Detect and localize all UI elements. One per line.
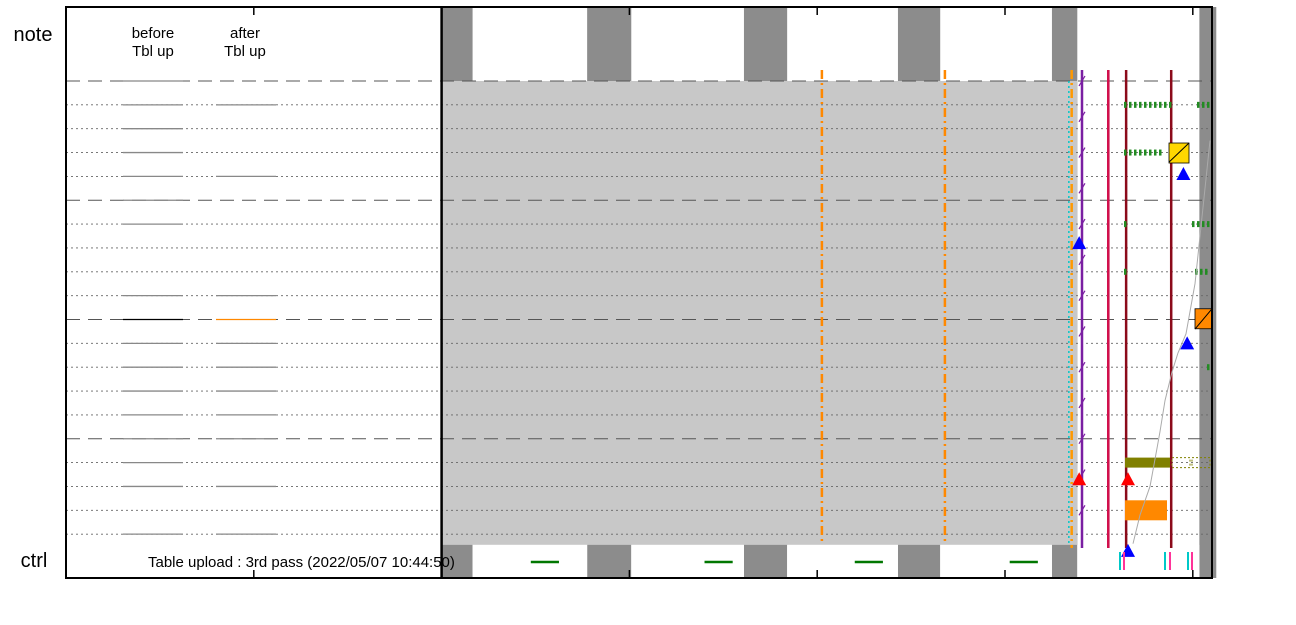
obsv-tick <box>1078 433 1086 445</box>
note-header: note <box>14 24 53 46</box>
orbit-trace <box>1132 140 1211 544</box>
ctrl-upload-text: Table upload : 3rd pass (2022/05/07 10:4… <box>148 554 455 571</box>
obsv-tick <box>1078 111 1086 123</box>
program-block-row4-outline <box>1191 457 1211 469</box>
event-marker-triangle <box>1121 472 1136 486</box>
obsv-tick <box>1078 326 1086 337</box>
filter-usage-tick <box>1197 101 1200 108</box>
night-period <box>1199 7 1217 578</box>
filter-usage-tick <box>1197 221 1200 228</box>
filter-usage-tick <box>1207 364 1210 371</box>
filter-usage-tick <box>1202 221 1205 228</box>
filter-usage-tick <box>1149 101 1152 108</box>
filter-usage-tick <box>1124 149 1127 156</box>
filter-usage-tick <box>1192 221 1195 228</box>
obsv-tick <box>1078 147 1086 158</box>
text-layer: note before Tbl up after Tbl up ctrl Tab… <box>14 24 455 572</box>
obsv-tick <box>1078 504 1086 516</box>
after-header-line2: Tbl up <box>224 43 266 60</box>
filter-usage-tick <box>1154 101 1157 108</box>
event-marker-triangle <box>1180 336 1195 350</box>
filter-usage-tick <box>1129 101 1132 108</box>
obsv-tick <box>1078 397 1086 409</box>
ctrl-day-strip <box>472 544 588 578</box>
filter-usage-tick <box>1169 101 1172 108</box>
obsv-tick <box>1078 361 1086 373</box>
filter-usage-tick <box>1124 221 1127 228</box>
filter-usage-tick <box>1202 101 1205 108</box>
filter-usage-tick <box>1134 101 1137 108</box>
filter-usage-tick <box>1124 101 1127 108</box>
filter-usage-tick <box>1144 101 1147 108</box>
filter-usage-tick <box>1124 268 1127 275</box>
event-marker-triangle <box>1072 236 1087 250</box>
filter-usage-tick <box>1164 101 1167 108</box>
filter-usage-tick <box>1154 149 1157 156</box>
obsv-tick <box>1078 290 1086 301</box>
before-header-line2: Tbl up <box>132 43 174 60</box>
program-block-row4-outline <box>1171 457 1191 469</box>
program-block-row2 <box>1125 500 1167 521</box>
filter-usage-tick <box>1144 149 1147 156</box>
filter-usage-tick <box>1134 149 1137 156</box>
filter-usage-tick <box>1200 268 1203 275</box>
filter-usage-tick <box>1149 149 1152 156</box>
event-marker-triangle <box>1072 472 1087 486</box>
after-header-line1: after <box>230 25 260 42</box>
filter-block-diagonal <box>1194 308 1213 330</box>
background-layer <box>441 7 1217 578</box>
observation-region <box>441 81 1078 545</box>
before-header-line1: before <box>132 25 175 42</box>
obsv-tick <box>1078 254 1086 266</box>
obsv-tick <box>1078 183 1086 194</box>
filter-usage-tick <box>1139 149 1142 156</box>
obsv-tick <box>1078 218 1086 230</box>
event-marker-triangle <box>1176 167 1191 181</box>
ctrl-day-strip <box>1077 544 1200 578</box>
filter-usage-tick <box>1205 268 1208 275</box>
filter-usage-tick <box>1207 101 1210 108</box>
filter-usage-tick <box>1159 101 1162 108</box>
marks-layer <box>530 70 1213 570</box>
filter-usage-tick <box>1207 221 1210 228</box>
filter-usage-tick <box>1139 101 1142 108</box>
filter-usage-tick <box>1129 149 1132 156</box>
ctrl-label: ctrl <box>21 550 48 572</box>
filter-block-diagonal <box>1168 142 1190 163</box>
filter-usage-tick <box>1159 149 1162 156</box>
program-block-row4 <box>1125 457 1170 468</box>
plot-frame <box>65 6 1213 579</box>
obsv-tick <box>1078 75 1086 87</box>
